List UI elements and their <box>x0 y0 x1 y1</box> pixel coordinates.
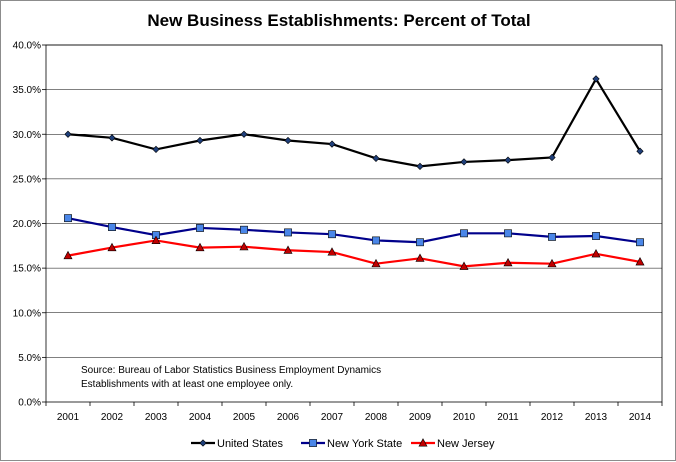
data-point-new-york-state <box>548 232 556 241</box>
y-tick-label: 10.0% <box>13 308 41 319</box>
data-point-new-jersey <box>327 247 337 256</box>
y-tick-label: 0.0% <box>18 398 41 409</box>
x-tick-label: 2007 <box>321 412 344 423</box>
x-tick-label: 2006 <box>277 412 300 423</box>
data-point-new-jersey <box>283 245 293 254</box>
x-tick-label: 2010 <box>453 412 476 423</box>
x-tick-label: 2009 <box>409 412 432 423</box>
source-note: Source: Bureau of Labor Statistics Busin… <box>81 365 381 376</box>
data-point-new-york-state <box>64 214 72 223</box>
legend-marker <box>309 439 317 447</box>
y-axis-ticks: 0.0% 5.0% 10.0% 15.0% 20.0% 25.0% 30.0% 35.0% 40… <box>13 41 46 409</box>
data-point-new-york-state <box>460 229 468 238</box>
legend-item-new-york-state: New York State <box>301 438 402 450</box>
chart-title: New Business Establishments: Percent of … <box>147 11 530 30</box>
x-tick-label: 2005 <box>233 412 256 423</box>
gridlines <box>46 44 662 358</box>
data-point-united-states <box>108 134 116 142</box>
legend-marker <box>418 438 428 447</box>
series-new-jersey <box>63 235 645 270</box>
legend-marker <box>199 439 207 447</box>
series-united-states <box>64 75 644 171</box>
data-point-united-states <box>372 154 380 162</box>
y-tick-label: 20.0% <box>13 219 41 230</box>
x-tick-label: 2004 <box>189 412 212 423</box>
series-line-new-york-state <box>67 217 641 244</box>
x-tick-label: 2012 <box>541 412 564 423</box>
series-line-united-states <box>67 76 641 168</box>
x-tick-label: 2013 <box>585 412 608 423</box>
legend: United States New York State New Jersey <box>191 438 495 450</box>
data-point-new-york-state <box>240 225 248 234</box>
data-point-united-states <box>592 75 600 83</box>
x-tick-label: 2002 <box>101 412 124 423</box>
x-tick-label: 2008 <box>365 412 388 423</box>
data-point-new-york-state <box>504 229 512 238</box>
series-line-new-jersey <box>67 239 641 268</box>
data-point-new-jersey <box>591 249 601 258</box>
data-point-united-states <box>416 162 424 171</box>
data-point-united-states <box>284 136 292 145</box>
data-point-new-jersey <box>415 253 425 262</box>
legend-item-new-jersey: New Jersey <box>411 438 495 450</box>
y-tick-label: 5.0% <box>18 353 41 364</box>
series-layer <box>63 75 645 270</box>
y-tick-label: 40.0% <box>13 41 41 52</box>
data-point-united-states <box>240 130 248 138</box>
legend-item-united-states: United States <box>191 438 284 450</box>
x-tick-label: 2011 <box>497 412 519 423</box>
data-point-new-jersey <box>195 242 205 252</box>
data-point-united-states <box>152 145 160 154</box>
x-tick-label: 2001 <box>57 412 80 423</box>
data-point-new-jersey <box>503 257 513 267</box>
data-point-new-york-state <box>636 238 644 247</box>
data-point-new-york-state <box>592 232 600 240</box>
data-point-new-jersey <box>547 258 557 268</box>
data-point-new-jersey <box>459 261 469 270</box>
data-point-new-york-state <box>416 238 424 247</box>
y-tick-label: 30.0% <box>13 130 41 141</box>
data-point-new-york-state <box>196 224 204 232</box>
data-point-united-states <box>460 158 468 166</box>
data-point-united-states <box>636 147 644 155</box>
x-axis-ticks: 2001 2002 2003 2004 2005 2006 2007 2008 2009 2010… <box>45 402 663 423</box>
data-point-new-york-state <box>328 230 336 239</box>
legend-label: New York State <box>327 438 402 450</box>
data-point-new-jersey <box>63 250 73 260</box>
data-point-united-states <box>504 156 512 164</box>
data-point-new-jersey <box>371 258 381 268</box>
y-tick-label: 15.0% <box>13 264 41 275</box>
data-point-united-states <box>64 130 72 138</box>
legend-label: New Jersey <box>437 438 495 450</box>
establishments-note: Establishments with at least one employe… <box>81 379 293 390</box>
data-point-united-states <box>328 140 336 148</box>
y-tick-label: 35.0% <box>13 85 41 96</box>
data-point-new-jersey <box>107 242 117 252</box>
x-tick-label: 2014 <box>629 412 652 423</box>
data-point-new-york-state <box>372 236 380 245</box>
series-new-york-state <box>64 214 644 247</box>
x-tick-label: 2003 <box>145 412 168 423</box>
data-point-new-jersey <box>239 241 249 251</box>
data-point-new-jersey <box>635 257 645 266</box>
data-point-united-states <box>196 136 204 145</box>
data-point-new-york-state <box>108 223 116 231</box>
data-point-new-jersey <box>151 235 161 244</box>
data-point-new-york-state <box>284 228 292 237</box>
data-point-united-states <box>548 153 556 162</box>
legend-label: United States <box>217 438 284 450</box>
y-tick-label: 25.0% <box>13 174 41 185</box>
